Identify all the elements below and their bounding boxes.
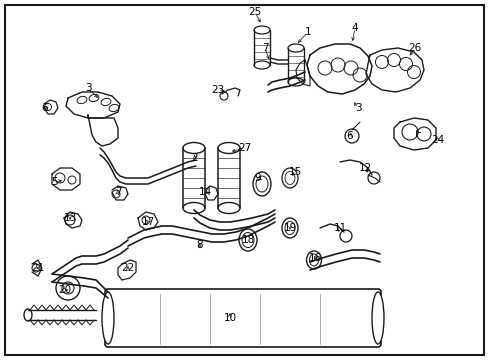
Text: 10: 10 (223, 313, 236, 323)
Text: 17: 17 (141, 217, 154, 227)
Text: 6: 6 (41, 103, 48, 113)
FancyBboxPatch shape (105, 289, 380, 347)
Text: 11: 11 (333, 223, 346, 233)
Text: 8: 8 (196, 240, 203, 250)
Text: 22: 22 (121, 263, 134, 273)
Text: 7: 7 (261, 43, 268, 53)
Ellipse shape (183, 143, 204, 153)
Ellipse shape (102, 292, 114, 344)
Text: 6: 6 (346, 131, 353, 141)
Text: 21: 21 (31, 263, 44, 273)
Text: 1: 1 (304, 27, 311, 37)
Text: 13: 13 (63, 213, 77, 223)
Text: 3: 3 (84, 83, 91, 93)
Text: 18: 18 (241, 235, 254, 245)
Ellipse shape (218, 143, 240, 153)
Ellipse shape (253, 26, 269, 34)
Text: 5: 5 (52, 177, 58, 187)
Ellipse shape (287, 44, 304, 52)
Text: 20: 20 (59, 285, 71, 295)
Text: 23: 23 (211, 85, 224, 95)
Text: 12: 12 (358, 163, 371, 173)
Text: 9: 9 (254, 173, 261, 183)
Text: 24: 24 (430, 135, 444, 145)
Text: 14: 14 (198, 187, 211, 197)
Text: 27: 27 (238, 143, 251, 153)
Text: 19: 19 (283, 223, 296, 233)
Text: 7: 7 (115, 187, 121, 197)
Text: 15: 15 (288, 167, 301, 177)
Text: 25: 25 (248, 7, 261, 17)
Text: 16: 16 (308, 253, 321, 263)
Text: 2: 2 (191, 153, 198, 163)
Text: 4: 4 (351, 23, 358, 33)
Ellipse shape (371, 292, 383, 344)
Text: 26: 26 (407, 43, 421, 53)
Text: 3: 3 (354, 103, 361, 113)
